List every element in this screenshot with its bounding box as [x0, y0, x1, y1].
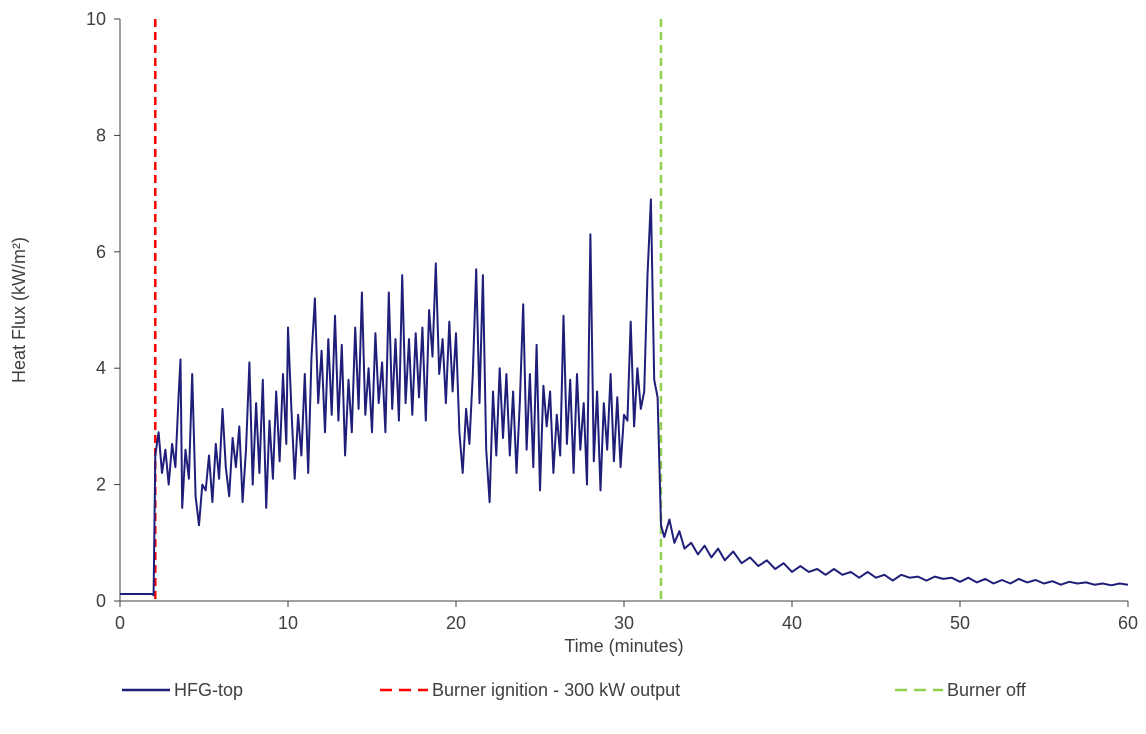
y-axis-ticks: 0 2 4 6 8 10	[86, 9, 120, 611]
x-tick-label: 30	[614, 613, 634, 633]
legend: HFG-top Burner ignition - 300 kW output Bu…	[122, 680, 1027, 700]
data-series	[120, 198, 1129, 597]
y-tick-label: 2	[96, 475, 106, 495]
x-axis-ticks: 0 10 20 30 40 50 60	[115, 601, 1138, 633]
x-tick-label: 0	[115, 613, 125, 633]
legend-label: HFG-top	[174, 680, 243, 700]
x-tick-label: 60	[1118, 613, 1138, 633]
x-tick-label: 40	[782, 613, 802, 633]
y-tick-label: 0	[96, 591, 106, 611]
x-tick-label: 10	[278, 613, 298, 633]
y-tick-label: 8	[96, 125, 106, 145]
x-tick-label: 20	[446, 613, 466, 633]
legend-label: Burner ignition - 300 kW output	[432, 680, 680, 700]
x-tick-label: 50	[950, 613, 970, 633]
y-axis-title: Heat Flux (kW/m²)	[9, 237, 29, 383]
plot-area: 0 10 20 30 40 50 60 0 2 4 6 8 10	[86, 9, 1138, 633]
y-tick-label: 6	[96, 242, 106, 262]
y-tick-label: 10	[86, 9, 106, 29]
legend-label: Burner off	[947, 680, 1027, 700]
y-tick-label: 4	[96, 358, 106, 378]
x-axis-title: Time (minutes)	[564, 636, 683, 656]
event-lines	[154, 19, 663, 601]
series-line-hfg-top	[120, 198, 1129, 597]
